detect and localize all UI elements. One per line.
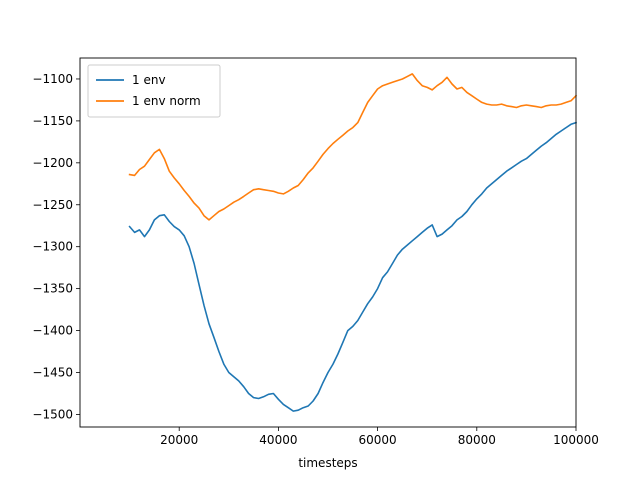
x-axis-label: timesteps [298,456,357,470]
y-tick-label: −1400 [32,324,73,338]
x-tick-label: 100000 [553,433,599,447]
legend-label-2: 1 env norm [132,94,201,108]
y-tick-label: −1300 [32,240,73,254]
y-tick-label: −1350 [32,282,73,296]
axes-frame [79,57,577,428]
x-tick-label: 40000 [259,433,297,447]
x-axis: 20000 40000 60000 80000 100000 [160,427,599,447]
legend: 1 env 1 env norm [87,64,221,118]
y-tick-label: −1450 [32,365,73,379]
y-tick-label: −1200 [32,156,73,170]
x-tick-label: 80000 [458,433,496,447]
y-tick-label: −1100 [32,72,73,86]
x-tick-label: 20000 [160,433,198,447]
y-axis: −1500 −1450 −1400 −1350 −1300 −1250 −1200 −1150… [32,72,80,421]
series-line-1 [128,121,578,412]
series-line-2 [128,73,578,221]
y-tick-label: −1150 [32,114,73,128]
y-tick-label: −1250 [32,198,73,212]
x-tick-label: 60000 [359,433,397,447]
legend-label-1: 1 env [132,73,166,87]
plot-area [128,73,578,412]
y-tick-label: −1500 [32,407,73,421]
legend-box [87,64,221,118]
